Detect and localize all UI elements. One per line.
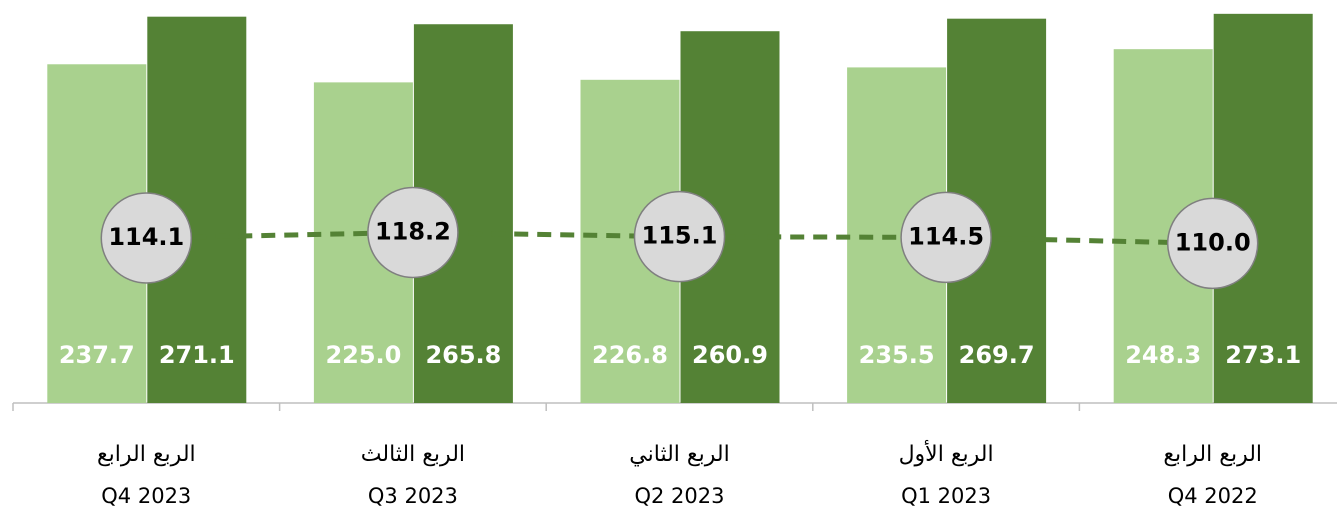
x-tick-label: الربع الثالث xyxy=(361,442,465,467)
value-label: 248.3 xyxy=(1125,341,1201,369)
x-tick-label: الربع الرابع xyxy=(1163,442,1262,467)
line-value-label: 110.0 xyxy=(1175,228,1251,256)
x-tick-period: Q1 2023 xyxy=(901,484,991,508)
x-tick-label: الربع الأول xyxy=(899,440,994,467)
line-value-label: 115.1 xyxy=(642,222,718,250)
x-tick-period: Q4 2022 xyxy=(1168,484,1258,508)
x-tick-label: الربع الثاني xyxy=(629,442,729,467)
value-label: 273.1 xyxy=(1225,341,1301,369)
value-label: 225.0 xyxy=(325,341,401,369)
line-marker xyxy=(100,192,193,284)
value-label: 271.1 xyxy=(159,341,235,369)
value-label: 226.8 xyxy=(592,341,668,369)
x-tick-period: Q3 2023 xyxy=(368,484,458,508)
value-label: 269.7 xyxy=(959,341,1035,369)
value-label: 235.5 xyxy=(859,341,935,369)
value-label: 265.8 xyxy=(425,341,501,369)
line-marker xyxy=(367,186,459,279)
line-marker xyxy=(633,190,726,283)
line-value-label: 114.1 xyxy=(108,223,184,251)
line-marker xyxy=(900,191,992,284)
value-label: 260.9 xyxy=(692,341,768,369)
x-tick-period: Q2 2023 xyxy=(634,484,724,508)
line-marker xyxy=(1166,197,1259,290)
x-tick-label: الربع الرابع xyxy=(97,442,196,467)
x-tick-period: Q4 2023 xyxy=(101,484,191,508)
line-value-label: 114.5 xyxy=(908,222,984,250)
line-value-label: 118.2 xyxy=(375,217,451,245)
value-label: 237.7 xyxy=(59,341,135,369)
